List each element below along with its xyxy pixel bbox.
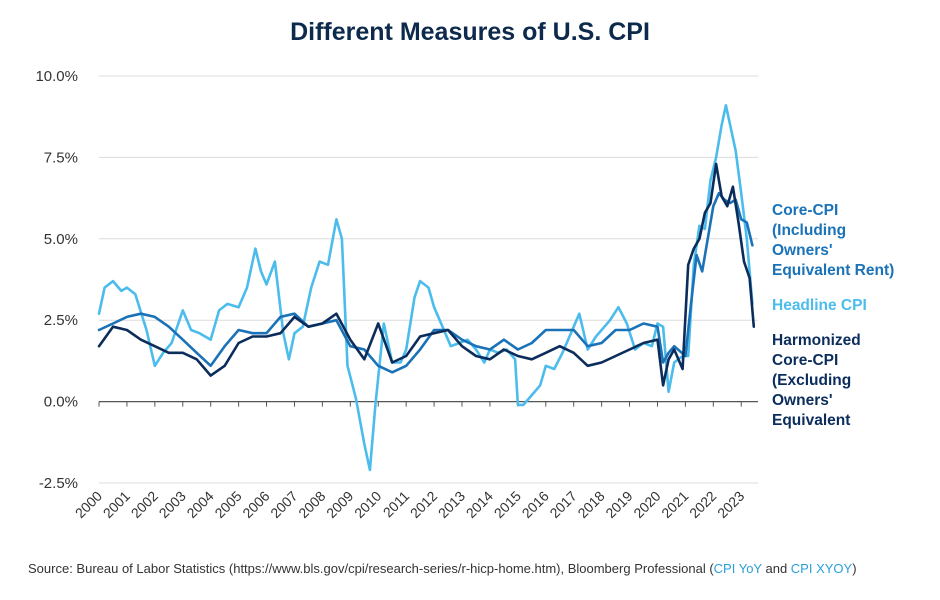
x-tick-label: 2015 bbox=[491, 488, 524, 521]
series-lines bbox=[97, 104, 756, 472]
x-tick-label: 2005 bbox=[211, 488, 244, 521]
legend-headline-cpi: Headline CPI bbox=[772, 296, 867, 316]
legend-line: Equivalent bbox=[772, 412, 851, 429]
legend-line: Headline CPI bbox=[772, 297, 867, 314]
legend-line: Owners' bbox=[772, 242, 833, 259]
x-axis-tick-labels: 2000200120022003200420052006200720082009… bbox=[72, 488, 748, 521]
y-tick-label: 0.0% bbox=[44, 394, 78, 411]
legend-line: Owners' bbox=[772, 392, 833, 409]
series-line-2 bbox=[97, 162, 756, 387]
legend-harmonized-core-cpi: Harmonized Core-CPI (Excluding Owners' Equiv… bbox=[772, 331, 861, 431]
x-tick-label: 2004 bbox=[183, 488, 216, 521]
x-tick-label: 2006 bbox=[239, 488, 272, 521]
x-tick-label: 2020 bbox=[630, 488, 663, 521]
x-tick-label: 2003 bbox=[156, 488, 189, 521]
x-tick-label: 2016 bbox=[519, 488, 552, 521]
x-tick-label: 2001 bbox=[100, 488, 133, 521]
series-line-1 bbox=[97, 104, 754, 472]
series-line-0 bbox=[97, 191, 754, 374]
x-tick-label: 2007 bbox=[267, 488, 300, 521]
y-tick-label: 2.5% bbox=[44, 312, 78, 329]
legend-line: (Including bbox=[772, 222, 847, 239]
x-tick-label: 2010 bbox=[351, 488, 384, 521]
legend-core-cpi: Core-CPI (Including Owners' Equivalent Rent… bbox=[772, 201, 894, 281]
x-tick-label: 2000 bbox=[72, 488, 105, 521]
y-tick-label: 10.0% bbox=[35, 68, 78, 85]
legend-line: Core-CPI bbox=[772, 202, 839, 219]
x-tick-label: 2013 bbox=[435, 488, 468, 521]
x-tick-label: 2012 bbox=[407, 488, 440, 521]
x-tick-label: 2022 bbox=[686, 488, 719, 521]
x-tick-label: 2011 bbox=[380, 488, 413, 521]
y-tick-label: -2.5% bbox=[39, 475, 78, 492]
source-close: ) bbox=[852, 561, 857, 576]
source-note: Source: Bureau of Labor Statistics (http… bbox=[28, 561, 857, 576]
source-and: and bbox=[761, 561, 791, 576]
x-tick-label: 2014 bbox=[463, 488, 496, 521]
x-tick-label: 2009 bbox=[323, 488, 356, 521]
x-tick-label: 2023 bbox=[714, 488, 747, 521]
chart-title: Different Measures of U.S. CPI bbox=[290, 18, 650, 46]
y-tick-label: 5.0% bbox=[44, 231, 78, 248]
x-tick-label: 2019 bbox=[602, 488, 635, 521]
legend-line: Harmonized bbox=[772, 332, 861, 349]
cpi-yoy-link[interactable]: CPI YoY bbox=[713, 561, 762, 576]
gridlines bbox=[98, 75, 758, 484]
x-tick-label: 2002 bbox=[128, 488, 161, 521]
x-tick-label: 2018 bbox=[574, 488, 607, 521]
y-tick-label: 7.5% bbox=[44, 149, 78, 166]
legend-line: Core-CPI bbox=[772, 352, 839, 369]
source-text: Source: Bureau of Labor Statistics (http… bbox=[28, 561, 714, 576]
y-axis-tick-labels: 10.0% 7.5% 5.0% 2.5% 0.0% -2.5% bbox=[35, 68, 78, 492]
x-tick-label: 2008 bbox=[295, 488, 328, 521]
x-tick-label: 2021 bbox=[658, 488, 691, 521]
legend-line: (Excluding bbox=[772, 372, 852, 389]
x-tick-label: 2017 bbox=[546, 488, 579, 521]
legend-line: Equivalent Rent) bbox=[772, 262, 895, 279]
cpi-xyoy-link[interactable]: CPI XYOY bbox=[790, 561, 853, 576]
